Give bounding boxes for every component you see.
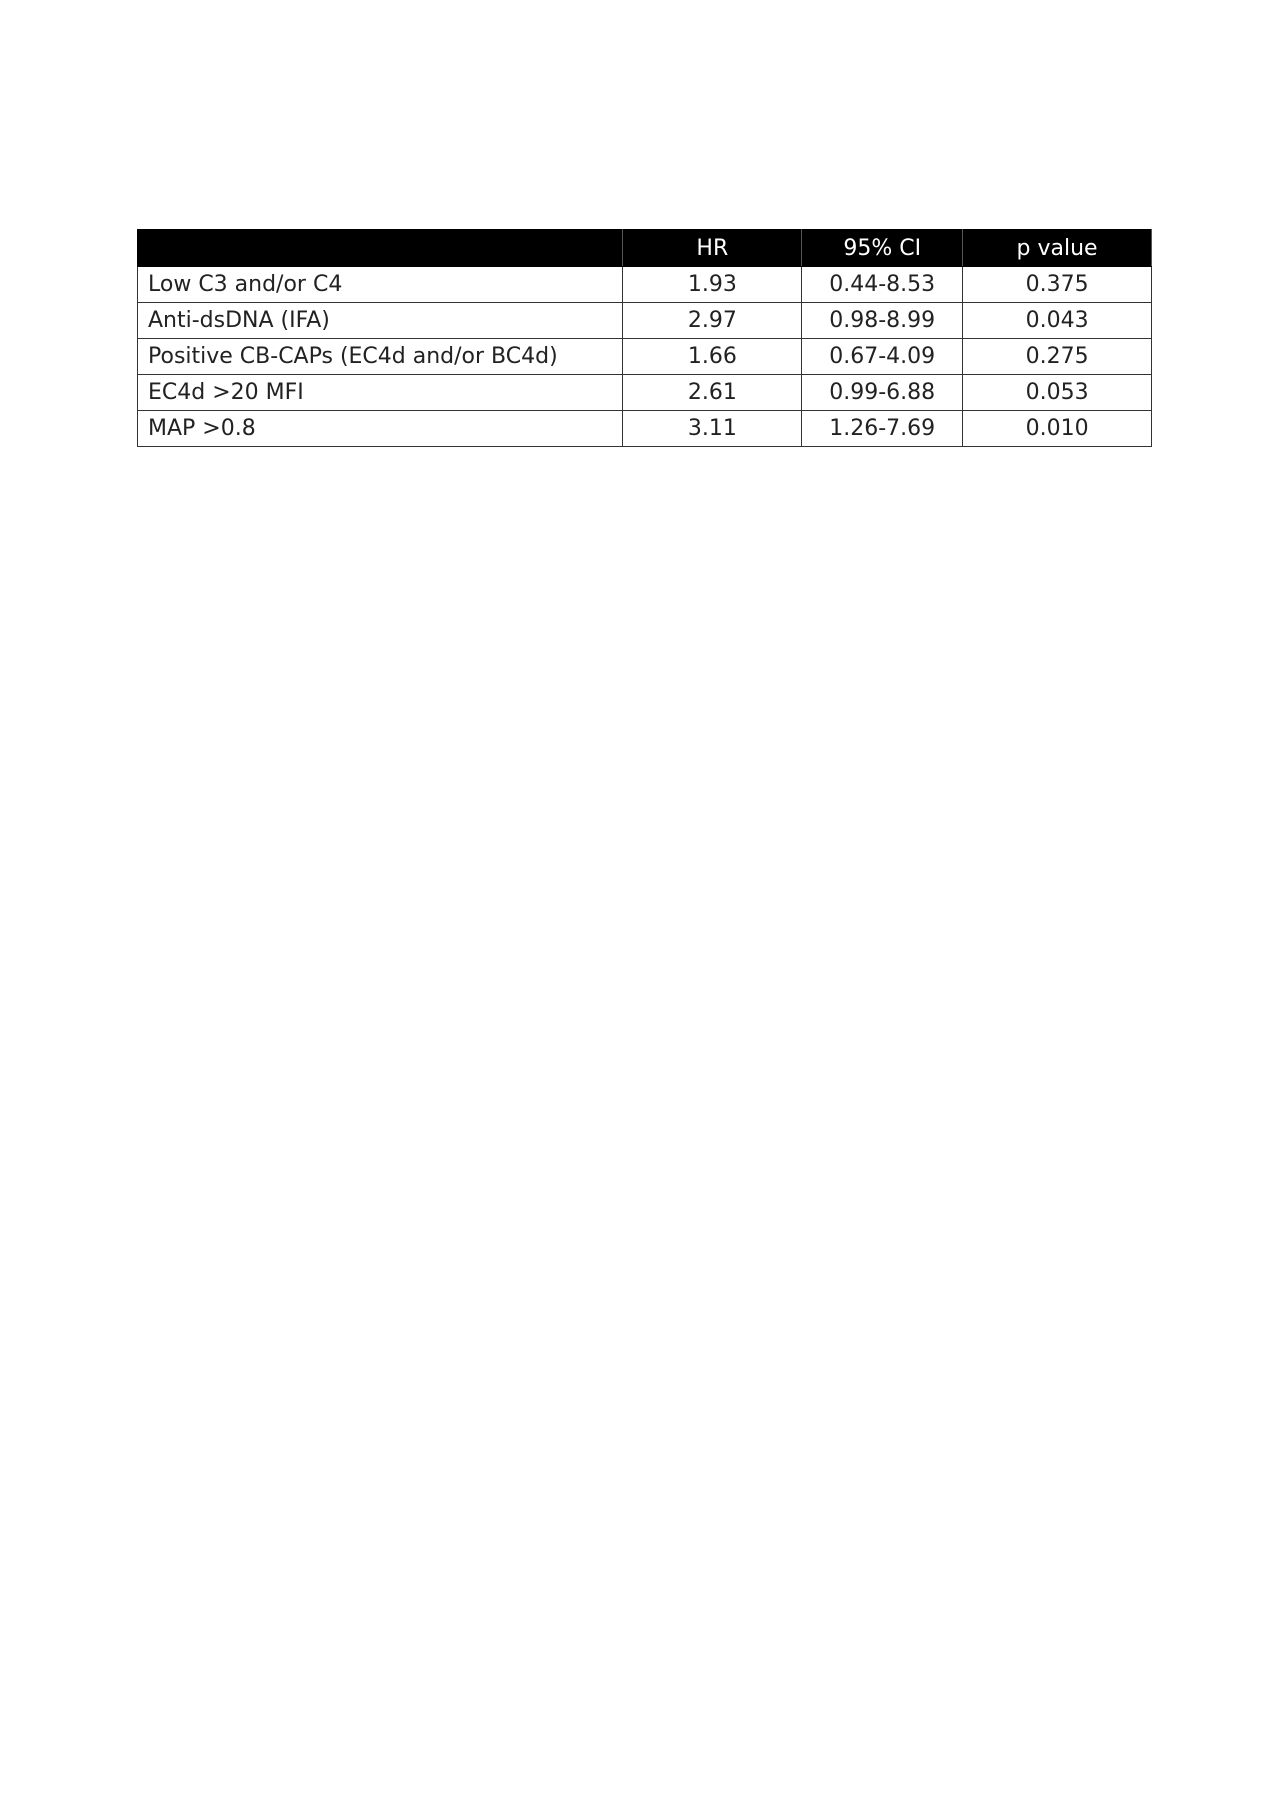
hr-value: 1.93 [622,266,803,303]
p-value: 0.010 [962,410,1152,447]
header-variable [136,229,624,267]
table-row: Low C3 and/or C4 1.93 0.44-8.53 0.375 [136,266,1152,303]
table-row: Anti-dsDNA (IFA) 2.97 0.98-8.99 0.043 [136,302,1152,339]
ci-value: 0.44-8.53 [801,266,964,303]
header-row: HR 95% CI p value [136,229,1152,267]
header-hr: HR [622,229,803,267]
row-label: MAP >0.8 [136,410,624,447]
table-row: MAP >0.8 3.11 1.26-7.69 0.010 [136,410,1152,447]
p-value: 0.043 [962,302,1152,339]
row-label: Anti-dsDNA (IFA) [136,302,624,339]
header-p-value: p value [962,229,1152,267]
hr-value: 2.97 [622,302,803,339]
ci-value: 0.67-4.09 [801,338,964,375]
ci-value: 0.98-8.99 [801,302,964,339]
hr-value: 3.11 [622,410,803,447]
header-ci: 95% CI [801,229,964,267]
ci-value: 1.26-7.69 [801,410,964,447]
table-row: EC4d >20 MFI 2.61 0.99-6.88 0.053 [136,374,1152,411]
row-label: Low C3 and/or C4 [136,266,624,303]
p-value: 0.053 [962,374,1152,411]
p-value: 0.375 [962,266,1152,303]
hr-value: 1.66 [622,338,803,375]
hr-value: 2.61 [622,374,803,411]
hazard-ratio-table: HR 95% CI p value Low C3 and/or C4 1.93 0.… [136,229,1152,447]
p-value: 0.275 [962,338,1152,375]
row-label: Positive CB-CAPs (EC4d and/or BC4d) [136,338,624,375]
row-label: EC4d >20 MFI [136,374,624,411]
table-row: Positive CB-CAPs (EC4d and/or BC4d) 1.66 0… [136,338,1152,375]
ci-value: 0.99-6.88 [801,374,964,411]
